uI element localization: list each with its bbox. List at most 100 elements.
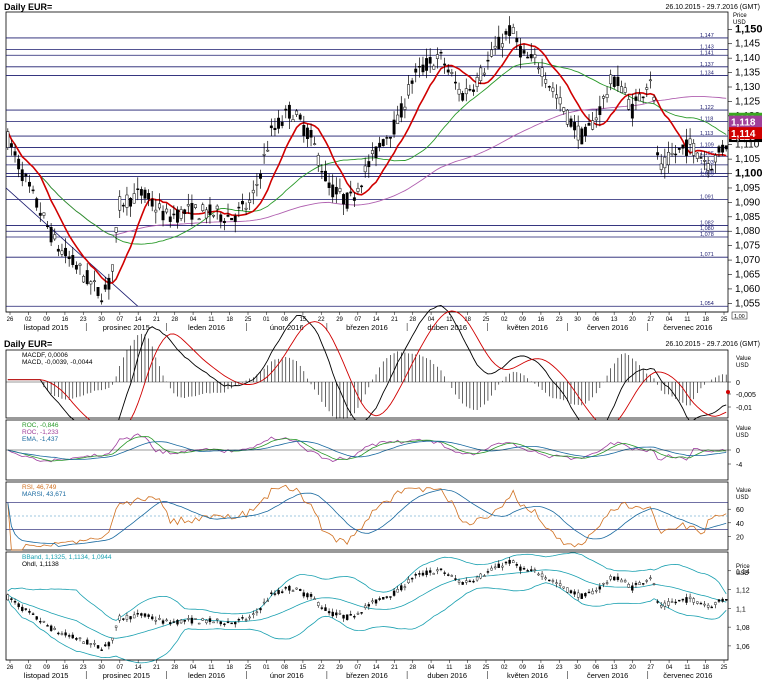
bband-candle-body (93, 643, 96, 645)
bband-candle-body (86, 639, 89, 645)
candle-body (587, 123, 591, 126)
candle-body (111, 264, 114, 272)
bband-candle-body (345, 614, 349, 620)
bband-candle-body (685, 597, 688, 603)
main-day-label: 26 (7, 317, 14, 323)
short-ma-line (7, 42, 727, 285)
candle-body (490, 49, 493, 57)
price-tick-label: 1,080 (735, 226, 760, 237)
lower-day-label: 21 (153, 665, 160, 671)
bband-candle-body (288, 585, 291, 591)
candle-body (526, 56, 530, 59)
candle-body (31, 189, 35, 192)
bband-candle-body (212, 621, 215, 624)
bband-candle-body (472, 580, 475, 583)
bband-candle-body (118, 615, 121, 621)
candle-body (616, 76, 620, 87)
bband-candle-body (699, 602, 703, 605)
candle-body (20, 169, 24, 182)
candle-body (576, 125, 580, 141)
candle-body (100, 300, 104, 303)
bband-candle-body (544, 577, 547, 580)
candle-body (190, 202, 194, 220)
bband-candle-body (327, 611, 331, 614)
main-day-label: 04 (190, 317, 197, 323)
bband-candle-body (548, 579, 551, 582)
candle-body (537, 67, 540, 70)
main-month-label: prosinec 2015 (103, 323, 150, 332)
main-day-label: 25 (721, 317, 728, 323)
candle-body (533, 54, 537, 59)
bband-candle-body (591, 590, 594, 595)
bband-candle-body (584, 593, 587, 597)
candle-body (204, 209, 208, 219)
roc-smooth-line (7, 436, 727, 462)
bband-candle-body (396, 589, 399, 593)
candle-body (230, 217, 234, 221)
candle-body (259, 173, 262, 179)
price-tick-label: 1,150 (735, 23, 763, 35)
bband-candle-body (136, 613, 139, 615)
candle-body (468, 89, 472, 91)
lower-day-label: 04 (190, 665, 197, 671)
bband-candle-body (49, 625, 53, 631)
candle-body (443, 63, 447, 66)
candle-body (201, 204, 205, 211)
bband-candle-body (490, 567, 493, 571)
lower-day-label: 25 (245, 665, 252, 671)
bband-candle-body (353, 615, 356, 618)
candle-body (305, 127, 309, 139)
bband-candle-body (443, 572, 446, 574)
candle-body (28, 181, 31, 187)
bband-candle-body (356, 612, 360, 615)
bband-candle-body (295, 587, 298, 590)
candle-body (453, 81, 457, 84)
lower-day-label: 14 (373, 665, 380, 671)
candle-body (710, 168, 714, 171)
candle-body (717, 146, 721, 153)
candle-body (103, 284, 107, 290)
price-value-box (729, 127, 762, 140)
candle-body (389, 136, 392, 139)
bband-candle-body (13, 601, 17, 603)
support-line-label: 1,091 (700, 195, 714, 201)
macd-legend-entry: MACDF, 0,0006 (22, 352, 68, 359)
bband-candle-body (371, 600, 374, 603)
candle-body (342, 194, 345, 205)
candle-body (403, 106, 407, 110)
bband-candle-body (367, 604, 371, 607)
candle-body (688, 138, 692, 145)
price-axis-unit: Price (733, 13, 747, 19)
macd-frame (5, 349, 729, 419)
rsi-axis-unit: USD (736, 495, 749, 501)
bbands-axis-unit: USD (736, 571, 749, 577)
bband-candle-body (428, 570, 432, 573)
bband-candle-body (194, 618, 197, 620)
candle-body (396, 114, 400, 125)
price-tick-label: 1,110 (735, 140, 760, 151)
candle-body (385, 137, 389, 139)
support-line-label: 1,080 (700, 226, 714, 232)
macd-axis-unit: Value (736, 356, 752, 362)
lower-day-label: 01 (263, 665, 270, 671)
bband-candle-body (638, 582, 641, 585)
bband-candle-body (280, 591, 284, 593)
candle-body (461, 93, 465, 101)
sma-line (7, 62, 727, 245)
bband-candle-body (78, 637, 82, 640)
lower-day-label: 25 (483, 665, 490, 671)
bband-candle-body (96, 645, 100, 649)
bband-candle-body (215, 618, 219, 621)
candle-body (450, 72, 454, 74)
bband-candle-body (389, 596, 392, 598)
bband-candle-body (670, 601, 674, 603)
lower-day-label: 02 (25, 665, 32, 671)
candle-body (295, 110, 299, 115)
candle-body (35, 198, 39, 208)
candle-body (13, 151, 17, 156)
lower-day-label: 29 (336, 665, 343, 671)
main-day-label: 30 (98, 317, 105, 323)
bband-candle-body (132, 614, 136, 619)
bband-lower-line (7, 582, 727, 664)
